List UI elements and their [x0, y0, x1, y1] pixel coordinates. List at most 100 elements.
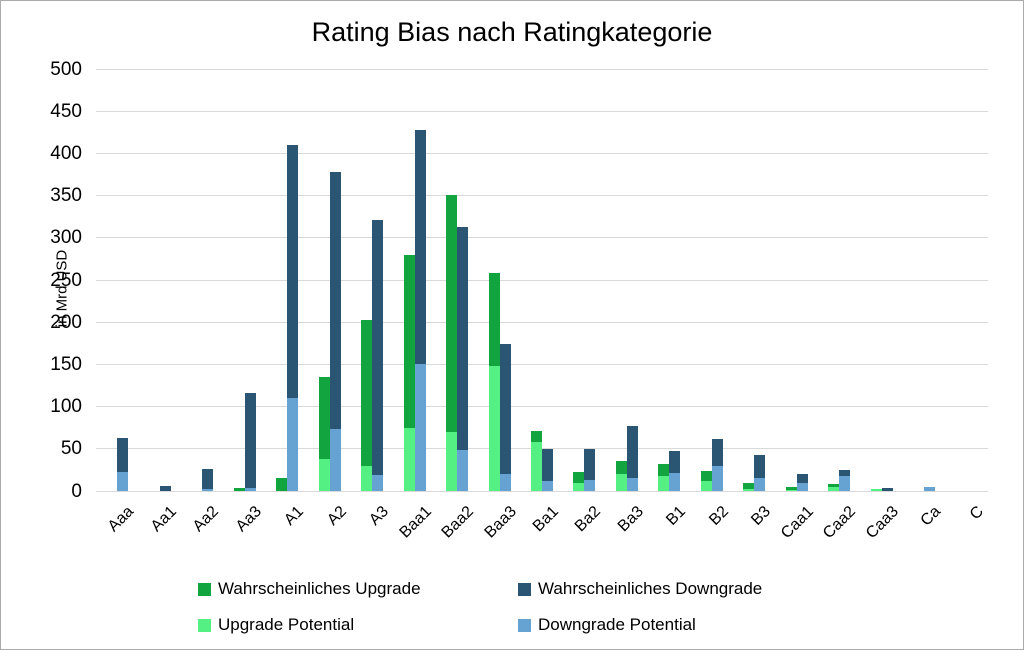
- y-tick-label-500: 500: [50, 58, 82, 80]
- bar-downgrade-stack-baa2: [457, 226, 469, 491]
- x-category-label-aa3: Aa3: [232, 503, 265, 536]
- segment-wahrscheinliches-downgrade: [202, 469, 214, 490]
- x-category-label-a3: A3: [366, 503, 393, 529]
- legend-label-downgrade-potential: Downgrade Potential: [538, 615, 696, 634]
- bar-upgrade-stack-ba1: [531, 431, 542, 491]
- bar-pair-ba3: [615, 426, 638, 491]
- bar-pair-a2: [318, 171, 341, 491]
- bar-downgrade-stack-b1: [669, 451, 681, 491]
- plot-area: 0 50 100 150 200 250 300 350 400 450 500 Aaa Aa1 Aa2 A…: [50, 60, 988, 542]
- segment-downgrade-potential: [202, 489, 214, 491]
- legend-label-wahrscheinliches-downgrade: Wahrscheinliches Downgrade: [538, 579, 763, 598]
- segment-wahrscheinliches-downgrade: [754, 454, 766, 479]
- segment-wahrscheinliches-upgrade: [361, 319, 373, 466]
- segment-downgrade-potential: [244, 488, 256, 491]
- segment-downgrade-potential: [584, 480, 596, 491]
- gridline-500: [96, 68, 988, 70]
- segment-downgrade-potential: [924, 486, 936, 491]
- bar-downgrade-stack-baa1: [414, 129, 426, 491]
- segment-wahrscheinliches-upgrade: [233, 487, 245, 491]
- segment-wahrscheinliches-downgrade: [159, 485, 171, 491]
- segment-wahrscheinliches-upgrade: [828, 484, 840, 487]
- segment-wahrscheinliches-downgrade: [117, 437, 129, 473]
- segment-upgrade-potential: [361, 465, 373, 491]
- bar-pair-ba2: [573, 448, 596, 491]
- gridline-0: [96, 490, 988, 492]
- gridline-50: [96, 448, 988, 450]
- segment-wahrscheinliches-downgrade: [457, 226, 469, 450]
- segment-wahrscheinliches-upgrade: [573, 471, 585, 484]
- gridline-150: [96, 363, 988, 365]
- bar-downgrade-stack-ba2: [584, 448, 596, 491]
- legend-label-upgrade-potential: Upgrade Potential: [218, 615, 355, 634]
- bar-upgrade-stack-ba3: [615, 460, 627, 491]
- segment-upgrade-potential: [615, 474, 627, 491]
- gridline-350: [96, 195, 988, 197]
- y-tick-label-450: 450: [50, 100, 82, 122]
- segment-wahrscheinliches-downgrade: [414, 129, 426, 365]
- segment-downgrade-potential: [329, 428, 341, 491]
- x-category-label-baa3: Baa3: [481, 503, 520, 542]
- segment-upgrade-potential: [658, 475, 670, 491]
- y-tick-label-0: 0: [71, 480, 82, 502]
- segment-downgrade-potential: [839, 475, 851, 491]
- bar-upgrade-stack-baa1: [403, 254, 415, 491]
- segment-downgrade-potential: [287, 398, 299, 491]
- x-category-label-aa2: Aa2: [190, 503, 223, 536]
- segment-upgrade-potential: [743, 489, 755, 491]
- segment-upgrade-potential: [785, 490, 797, 491]
- bar-downgrade-stack-caa1: [796, 474, 808, 491]
- y-tick-label-100: 100: [50, 396, 82, 418]
- bar-downgrade-stack-aa2: [202, 469, 214, 491]
- gridline-300: [96, 237, 988, 239]
- legend-swatch-wahrscheinliches-downgrade: [518, 582, 531, 596]
- x-category-label-c: C: [966, 503, 987, 524]
- segment-downgrade-potential: [372, 474, 384, 491]
- segment-downgrade-potential: [711, 465, 723, 491]
- y-tick-label-400: 400: [50, 142, 82, 164]
- segment-wahrscheinliches-downgrade: [626, 426, 638, 479]
- bar-pair-a1: [276, 144, 299, 491]
- bar-downgrade-stack-ba3: [626, 426, 638, 491]
- legend-item-wahrscheinliches-downgrade: Wahrscheinliches Downgrade: [518, 579, 762, 599]
- bar-pair-caa2: [828, 469, 851, 491]
- segment-wahrscheinliches-upgrade: [446, 194, 458, 432]
- bar-downgrade-stack-baa3: [499, 344, 511, 491]
- gridline-200: [96, 321, 988, 323]
- segment-wahrscheinliches-downgrade: [839, 469, 851, 476]
- x-category-label-b2: B2: [706, 503, 732, 529]
- gridline-100: [96, 406, 988, 408]
- bar-pair-ca: [913, 486, 936, 491]
- bar-downgrade-stack-aaa: [117, 437, 129, 491]
- bar-upgrade-stack-b2: [700, 470, 712, 491]
- segment-wahrscheinliches-downgrade: [329, 171, 341, 429]
- y-tick-label-150: 150: [50, 353, 82, 375]
- bar-downgrade-stack-ba1: [542, 448, 553, 491]
- gridline-250: [96, 279, 988, 281]
- segment-wahrscheinliches-downgrade: [499, 344, 511, 475]
- segment-upgrade-potential: [573, 483, 585, 491]
- bar-pair-b1: [658, 451, 681, 491]
- segment-wahrscheinliches-downgrade: [796, 474, 808, 484]
- segment-upgrade-potential: [446, 431, 458, 491]
- gridline-400: [96, 152, 988, 154]
- legend-swatch-wahrscheinliches-upgrade: [198, 582, 211, 596]
- x-category-label-aa1: Aa1: [147, 503, 180, 536]
- x-category-label-ca: Ca: [917, 503, 945, 530]
- bar-downgrade-stack-a1: [287, 144, 299, 491]
- bar-downgrade-stack-b2: [711, 438, 723, 491]
- legend-item-wahrscheinliches-upgrade: Wahrscheinliches Upgrade: [198, 579, 421, 599]
- legend-label-wahrscheinliches-upgrade: Wahrscheinliches Upgrade: [218, 579, 421, 598]
- x-category-label-ba1: Ba1: [529, 503, 563, 536]
- bar-pair-baa2: [446, 194, 469, 491]
- segment-downgrade-potential: [669, 473, 681, 491]
- segment-upgrade-potential: [531, 442, 542, 491]
- segment-downgrade-potential: [626, 478, 638, 491]
- chart-title: Rating Bias nach Ratingkategorie: [311, 17, 713, 47]
- bar-downgrade-stack-aa3: [244, 393, 256, 491]
- bar-downgrade-stack-b3: [754, 454, 766, 491]
- segment-wahrscheinliches-downgrade: [287, 144, 299, 399]
- bar-upgrade-stack-aa3: [233, 487, 245, 491]
- x-category-label-b3: B3: [748, 503, 775, 529]
